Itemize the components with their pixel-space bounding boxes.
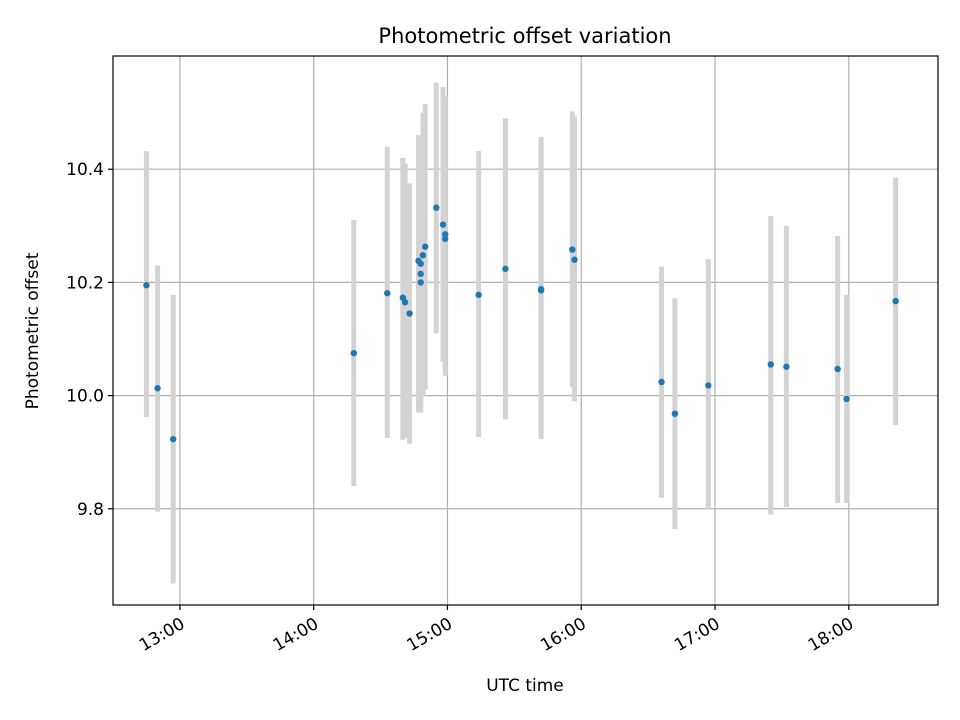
x-axis-label: UTC time: [486, 676, 564, 696]
data-point: [502, 265, 509, 273]
data-point: [143, 282, 150, 289]
data-point: [421, 243, 429, 250]
y-tick-label: 10.2: [66, 273, 104, 293]
data-point: [475, 291, 482, 299]
data-point: [783, 363, 790, 370]
y-tick-label: 10.4: [66, 160, 104, 180]
data-point: [767, 361, 774, 368]
plot-frame: [112, 55, 939, 606]
data-point: [350, 349, 358, 357]
data-point: [442, 231, 449, 238]
data-point: [170, 435, 177, 443]
data-point: [433, 204, 440, 211]
data-point: [401, 299, 409, 306]
data-point: [834, 365, 841, 373]
data-points: [143, 204, 899, 443]
data-point: [537, 287, 545, 294]
data-point: [705, 382, 712, 389]
y-axis-ticks: 9.8 10.0 10.2 10.4: [66, 160, 113, 520]
data-point: [439, 221, 447, 228]
y-axis-label: Photometric offset: [23, 252, 43, 409]
data-point: [417, 270, 424, 278]
data-point: [419, 252, 427, 259]
chart-title: Photometric offset variation: [378, 24, 671, 48]
data-point: [417, 279, 424, 286]
y-tick-label: 9.8: [77, 500, 104, 520]
data-point: [658, 378, 665, 386]
y-tick-label: 10.0: [66, 387, 104, 407]
data-point: [892, 297, 899, 305]
data-point: [384, 289, 391, 297]
data-point: [671, 410, 679, 417]
data-point: [417, 260, 424, 267]
data-point: [843, 395, 850, 403]
data-point: [571, 256, 578, 263]
data-point: [154, 385, 161, 392]
data-point: [406, 310, 413, 317]
data-point: [442, 235, 449, 243]
data-point: [569, 246, 576, 253]
